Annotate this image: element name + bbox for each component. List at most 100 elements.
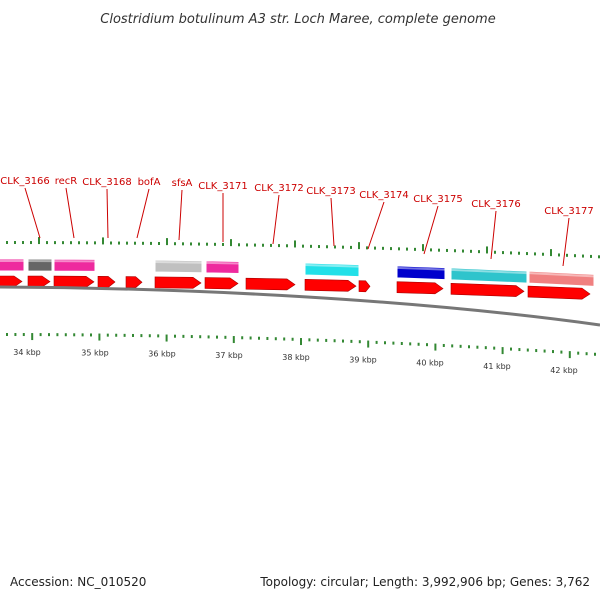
cds-arrow (204, 277, 239, 290)
inner-tick (90, 333, 92, 337)
inner-tick (207, 335, 210, 339)
outer-tick (438, 248, 440, 252)
cds-arrow (0, 275, 23, 288)
inner-tick (594, 352, 596, 356)
outer-tick (134, 241, 136, 245)
inner-tick (568, 351, 571, 359)
inner-tick (392, 341, 395, 345)
outer-tick (174, 242, 176, 246)
outer-tick (222, 242, 224, 246)
kbp-tick-label: 39 kbp (349, 355, 377, 364)
inner-tick (459, 344, 462, 348)
inner-tick (31, 333, 34, 341)
gene-labels: CLK_3166 recR CLK_3168 bofA sfsA CLK_3171 CLK_… (0, 176, 594, 217)
outer-tick (582, 254, 584, 258)
accession-label: Accession: NC_010520 (10, 575, 146, 589)
inner-tick (123, 333, 126, 337)
outer-tick (54, 241, 56, 245)
gene-label: CLK_3166 (0, 176, 50, 187)
outer-tick (390, 247, 392, 251)
gene-label: CLK_3177 (544, 206, 594, 217)
outer-tick (270, 243, 272, 247)
label-leader-lines (24, 187, 570, 267)
inner-tick (64, 333, 67, 337)
feature-block-highlight (450, 268, 528, 275)
gene-label: bofA (138, 177, 161, 188)
gene-label: CLK_3173 (306, 186, 356, 197)
outer-tick (334, 245, 336, 249)
outer-tick (534, 252, 536, 256)
outer-tick (382, 246, 384, 250)
outer-tick (214, 242, 216, 246)
cds-arrow (304, 279, 357, 292)
cds-track (0, 275, 591, 300)
outer-tick (6, 241, 8, 245)
inner-tick (560, 350, 563, 354)
outer-tick (246, 243, 248, 247)
feature-block (528, 270, 595, 287)
inner-tick (266, 336, 269, 340)
outer-tick (102, 237, 104, 245)
outer-tick (350, 245, 352, 249)
inner-tick (484, 346, 487, 350)
outer-tick (510, 251, 512, 255)
inner-tick (81, 333, 84, 337)
inner-tick (434, 343, 437, 351)
kbp-axis-labels: 34 kbp 35 kbp 36 kbp 37 kbp 38 kbp 39 kbp 40 k… (13, 348, 578, 375)
outer-tick (446, 248, 448, 252)
leader-line (423, 205, 439, 255)
cds-arrow (53, 275, 95, 288)
outer-tick (470, 249, 472, 253)
kbp-tick-label: 36 kbp (148, 349, 176, 358)
leader-line (490, 210, 497, 260)
inner-tick (174, 334, 176, 338)
inner-tick (106, 333, 109, 337)
cds-arrow (396, 281, 444, 295)
outer-tick (14, 241, 16, 245)
outer-tick (150, 241, 152, 245)
inner-tick (468, 345, 470, 349)
inner-tick (316, 338, 319, 342)
outer-tick (478, 250, 480, 254)
outer-tick (566, 253, 568, 257)
inner-tick (182, 334, 185, 338)
outer-tick (302, 244, 304, 248)
inner-tick (199, 335, 202, 339)
outer-tick (30, 241, 32, 245)
cds-arrow (125, 276, 143, 288)
inner-tick (442, 343, 445, 347)
outer-tick (430, 248, 432, 252)
leader-line (367, 201, 385, 250)
inner-tick (300, 338, 302, 346)
inner-tick (39, 333, 42, 337)
outer-tick (598, 255, 600, 259)
kbp-tick-label: 38 kbp (282, 353, 310, 362)
genome-backbone (0, 285, 600, 327)
outer-tick (110, 241, 112, 245)
outer-tick (190, 242, 192, 246)
feature-track (0, 258, 595, 287)
kbp-tick-label: 42 kbp (550, 366, 578, 375)
outer-tick (262, 243, 264, 247)
inner-tick (148, 334, 151, 338)
inner-tick (249, 336, 252, 340)
inner-tick (216, 335, 218, 339)
outer-tick (254, 243, 256, 247)
outer-tick (166, 238, 168, 246)
leader-line (24, 187, 41, 239)
inner-tick (409, 342, 412, 346)
inner-tick (350, 339, 353, 343)
inner-tick (224, 335, 227, 339)
gene-label: recR (55, 176, 78, 187)
inner-tick (543, 349, 546, 353)
inner-tick (325, 338, 328, 342)
outer-tick (502, 251, 504, 255)
gene-label: sfsA (172, 178, 193, 189)
kbp-tick-label: 37 kbp (215, 351, 243, 360)
outer-tick (366, 246, 368, 250)
outer-tick-track (6, 237, 600, 259)
kbp-tick-label: 41 kbp (483, 362, 511, 371)
outer-tick (342, 245, 344, 249)
inner-tick (14, 333, 17, 337)
gene-label: CLK_3175 (413, 194, 463, 205)
